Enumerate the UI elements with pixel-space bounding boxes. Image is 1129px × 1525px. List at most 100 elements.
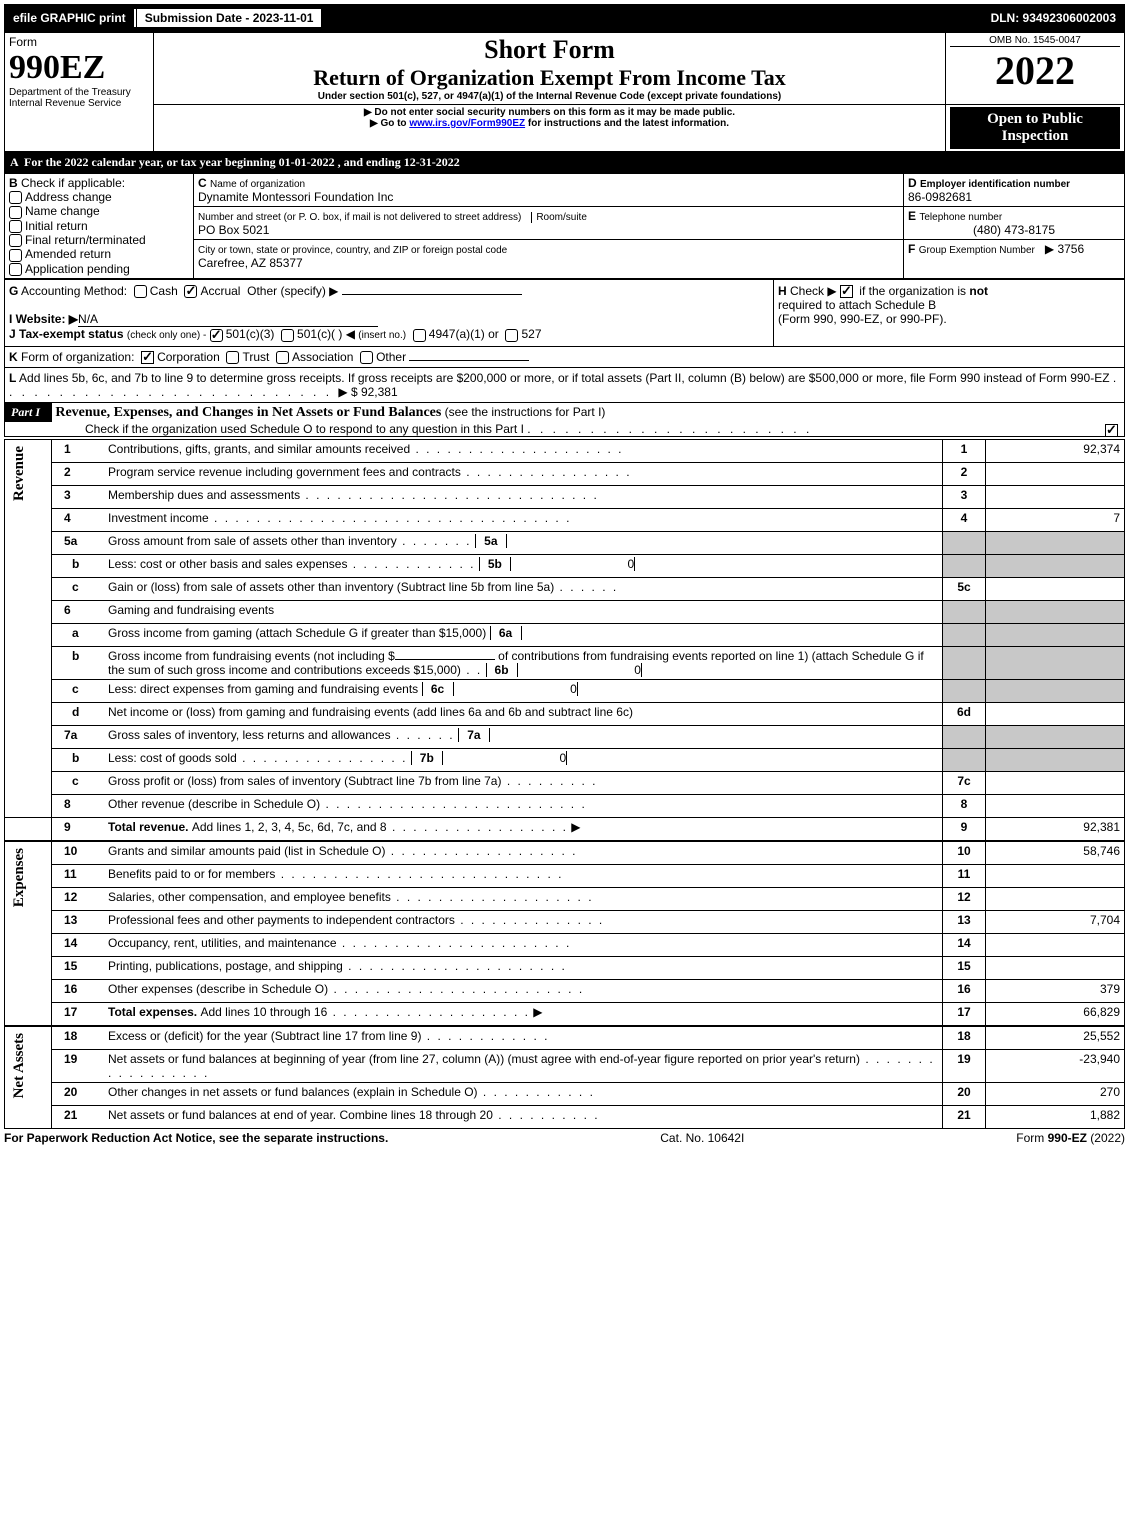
checkbox-4947[interactable] bbox=[413, 329, 426, 342]
website-value: N/A bbox=[78, 312, 378, 327]
checkbox-trust[interactable] bbox=[226, 351, 239, 364]
tax-year: 2022 bbox=[950, 46, 1120, 94]
line-18-text: Excess or (deficit) for the year (Subtra… bbox=[104, 1026, 943, 1050]
top-bar: efile GRAPHIC print Submission Date - 20… bbox=[4, 4, 1125, 32]
line-14-text: Occupancy, rent, utilities, and maintena… bbox=[104, 933, 943, 956]
revenue-sidebar: Revenue bbox=[9, 442, 30, 505]
line-1-text: Contributions, gifts, grants, and simila… bbox=[104, 439, 943, 462]
checkbox-other-org[interactable] bbox=[360, 351, 373, 364]
checkbox-application-pending[interactable] bbox=[9, 263, 22, 276]
line-19-text: Net assets or fund balances at beginning… bbox=[104, 1049, 943, 1082]
line-6c-text: Less: direct expenses from gaming and fu… bbox=[104, 679, 943, 702]
line-6c-value: 0 bbox=[457, 682, 578, 696]
street-address: PO Box 5021 bbox=[198, 223, 269, 237]
ein-value: 86-0982681 bbox=[908, 190, 972, 204]
line-9-text: Total revenue. Add lines 1, 2, 3, 4, 5c,… bbox=[104, 817, 943, 841]
line-7b-text: Less: cost of goods sold . . . . . . . .… bbox=[104, 748, 943, 771]
checkbox-cash[interactable] bbox=[134, 285, 147, 298]
section-l: L Add lines 5b, 6c, and 7b to line 9 to … bbox=[4, 368, 1125, 403]
phone-value: (480) 473-8175 bbox=[908, 223, 1120, 237]
line-10-value: 58,746 bbox=[986, 841, 1125, 865]
line-7a-text: Gross sales of inventory, less returns a… bbox=[104, 725, 943, 748]
room-suite-label: Room/suite bbox=[531, 212, 587, 223]
checkbox-name-change[interactable] bbox=[9, 206, 22, 219]
line-11-text: Benefits paid to or for members . . . . … bbox=[104, 864, 943, 887]
checkbox-schedule-b[interactable] bbox=[840, 285, 853, 298]
line-5c-text: Gain or (loss) from sale of assets other… bbox=[104, 577, 943, 600]
line-21-text: Net assets or fund balances at end of ye… bbox=[104, 1105, 943, 1128]
expenses-sidebar: Expenses bbox=[9, 844, 30, 911]
accounting-method-label: Accounting Method: bbox=[21, 284, 127, 298]
line-7c-text: Gross profit or (loss) from sales of inv… bbox=[104, 771, 943, 794]
checkbox-address-change[interactable] bbox=[9, 191, 22, 204]
line-6-text: Gaming and fundraising events bbox=[104, 600, 943, 623]
city-label: City or town, state or province, country… bbox=[198, 245, 507, 256]
line-12-text: Salaries, other compensation, and employ… bbox=[104, 887, 943, 910]
submission-date: Submission Date - 2023-11-01 bbox=[136, 8, 323, 28]
efile-print-link[interactable]: efile GRAPHIC print bbox=[5, 9, 136, 27]
street-label: Number and street (or P. O. box, if mail… bbox=[198, 212, 521, 223]
org-info-block: B Check if applicable: Address change Na… bbox=[4, 173, 1125, 279]
paperwork-notice: For Paperwork Reduction Act Notice, see … bbox=[4, 1131, 388, 1145]
page-footer: For Paperwork Reduction Act Notice, see … bbox=[4, 1129, 1125, 1145]
irs-link[interactable]: www.irs.gov/Form990EZ bbox=[409, 118, 525, 129]
line-4-value: 7 bbox=[986, 508, 1125, 531]
form-ref: Form 990-EZ (2022) bbox=[1016, 1131, 1125, 1145]
ssn-warning: ▶ Do not enter social security numbers o… bbox=[158, 107, 941, 118]
checkbox-corporation[interactable] bbox=[141, 351, 154, 364]
cat-no: Cat. No. 10642I bbox=[660, 1131, 744, 1145]
line-13-text: Professional fees and other payments to … bbox=[104, 910, 943, 933]
section-k: K Form of organization: Corporation Trus… bbox=[4, 347, 1125, 368]
line-5b-value: 0 bbox=[514, 557, 635, 571]
line-17-text: Total expenses. Add lines 10 through 16 … bbox=[104, 1002, 943, 1026]
checkbox-accrual[interactable] bbox=[184, 285, 197, 298]
line-8-text: Other revenue (describe in Schedule O) .… bbox=[104, 794, 943, 817]
group-exemption-value: 3756 bbox=[1057, 242, 1084, 256]
line-6b-text: Gross income from fundraising events (no… bbox=[104, 646, 943, 679]
dept-treasury: Department of the Treasury Internal Reve… bbox=[9, 87, 149, 109]
line-16-value: 379 bbox=[986, 979, 1125, 1002]
line-10-text: Grants and similar amounts paid (list in… bbox=[104, 841, 943, 865]
form-number: 990EZ bbox=[9, 49, 149, 87]
checkbox-schedule-o[interactable] bbox=[1105, 424, 1118, 437]
checkbox-501c3[interactable] bbox=[210, 329, 223, 342]
line-20-value: 270 bbox=[986, 1082, 1125, 1105]
line-6a-text: Gross income from gaming (attach Schedul… bbox=[104, 623, 943, 646]
net-assets-sidebar: Net Assets bbox=[9, 1029, 30, 1102]
checkbox-527[interactable] bbox=[505, 329, 518, 342]
checkbox-501c[interactable] bbox=[281, 329, 294, 342]
line-7b-value: 0 bbox=[446, 751, 567, 765]
line-17-value: 66,829 bbox=[986, 1002, 1125, 1026]
check-if-applicable: Check if applicable: bbox=[21, 176, 125, 190]
line-5a-text: Gross amount from sale of assets other t… bbox=[104, 531, 943, 554]
checkbox-initial-return[interactable] bbox=[9, 220, 22, 233]
checkbox-amended-return[interactable] bbox=[9, 249, 22, 262]
line-13-value: 7,704 bbox=[986, 910, 1125, 933]
dln: DLN: 93492306002003 bbox=[983, 9, 1124, 27]
return-title: Return of Organization Exempt From Incom… bbox=[158, 65, 941, 91]
line-18-value: 25,552 bbox=[986, 1026, 1125, 1050]
goto-instructions: ▶ Go to www.irs.gov/Form990EZ for instru… bbox=[158, 118, 941, 129]
checkbox-association[interactable] bbox=[276, 351, 289, 364]
city-state-zip: Carefree, AZ 85377 bbox=[198, 256, 303, 270]
open-to-public: Open to Public Inspection bbox=[950, 107, 1120, 149]
part1-label: Part I bbox=[5, 403, 52, 422]
phone-label: Telephone number bbox=[919, 212, 1002, 223]
form-word: Form bbox=[9, 35, 149, 49]
tax-exempt-label: Tax-exempt status bbox=[19, 327, 123, 341]
part1-header: Part I Revenue, Expenses, and Changes in… bbox=[4, 403, 1125, 437]
line-4-text: Investment income . . . . . . . . . . . … bbox=[104, 508, 943, 531]
short-form-title: Short Form bbox=[158, 35, 941, 65]
part1-check-text: Check if the organization used Schedule … bbox=[5, 422, 524, 436]
line-21-value: 1,882 bbox=[986, 1105, 1125, 1128]
line-20-text: Other changes in net assets or fund bala… bbox=[104, 1082, 943, 1105]
line-6b-value: 0 bbox=[521, 663, 642, 677]
checkbox-final-return[interactable] bbox=[9, 234, 22, 247]
group-exemption-label: Group Exemption Number bbox=[919, 245, 1035, 256]
gross-receipts-value: $ 92,381 bbox=[351, 385, 398, 399]
org-name: Dynamite Montessori Foundation Inc bbox=[198, 190, 393, 204]
omb-number: OMB No. 1545-0047 bbox=[950, 35, 1120, 46]
ghij-block: G Accounting Method: Cash Accrual Other … bbox=[4, 279, 1125, 347]
part1-table: Revenue 1 Contributions, gifts, grants, … bbox=[4, 439, 1125, 1129]
line-2-text: Program service revenue including govern… bbox=[104, 462, 943, 485]
